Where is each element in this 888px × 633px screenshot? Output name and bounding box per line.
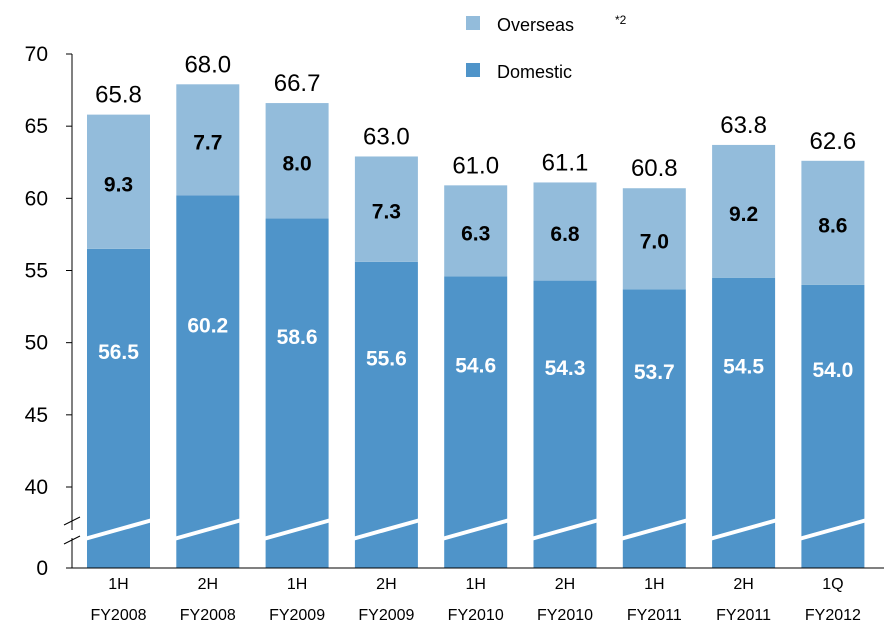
bar-domestic bbox=[622, 289, 686, 568]
y-tick-label: 60 bbox=[25, 187, 48, 210]
y-axis-break-mark bbox=[63, 516, 81, 526]
y-tick-label: 40 bbox=[25, 476, 48, 499]
overseas-value-label: 8.0 bbox=[282, 152, 311, 175]
domestic-value-label: 55.6 bbox=[366, 347, 407, 370]
category-label: FY2008 bbox=[180, 607, 236, 624]
bar-break-line bbox=[169, 517, 246, 542]
total-value-label: 60.8 bbox=[631, 155, 678, 182]
legend-swatch-overseas bbox=[466, 16, 480, 30]
total-value-label: 68.0 bbox=[184, 51, 231, 78]
bar-overseas bbox=[533, 182, 597, 281]
bar-domestic bbox=[354, 261, 418, 568]
overseas-value-label: 9.2 bbox=[729, 203, 758, 226]
bar-overseas bbox=[176, 84, 240, 196]
domestic-value-label: 53.7 bbox=[634, 361, 675, 384]
category-label: FY2011 bbox=[716, 607, 771, 624]
overseas-value-label: 8.6 bbox=[818, 214, 847, 237]
total-value-label: 62.6 bbox=[810, 128, 857, 155]
overseas-value-label: 7.3 bbox=[372, 201, 401, 224]
overseas-value-label: 6.3 bbox=[461, 222, 490, 245]
y-tick-label: 65 bbox=[25, 115, 48, 138]
bar-break-line bbox=[616, 517, 693, 542]
category-label: FY2010 bbox=[448, 607, 504, 624]
overseas-value-label: 7.0 bbox=[640, 230, 669, 253]
bar-domestic bbox=[712, 277, 776, 568]
axis-break-layer bbox=[80, 517, 871, 542]
y-tick-label: 70 bbox=[25, 43, 48, 66]
y-tick-label: 45 bbox=[25, 404, 48, 427]
domestic-value-label: 54.5 bbox=[723, 355, 764, 378]
y-tick-label: 55 bbox=[25, 260, 48, 283]
bar-overseas bbox=[801, 160, 865, 285]
bar-overseas bbox=[622, 188, 686, 290]
bar-domestic bbox=[801, 284, 865, 568]
total-value-label: 61.0 bbox=[452, 152, 499, 179]
category-label: 2H bbox=[555, 576, 575, 593]
bar-break-line bbox=[348, 517, 425, 542]
category-label: FY2009 bbox=[269, 607, 325, 624]
category-label: 2H bbox=[376, 576, 396, 593]
bar-domestic bbox=[176, 195, 240, 569]
labels-layer: 56.5 9.3 65.8 1H FY2008 60.2 7.7 68.0 2H FY2008 58… bbox=[90, 51, 861, 624]
category-label: 1Q bbox=[822, 576, 843, 593]
overseas-value-label: 6.8 bbox=[550, 223, 580, 246]
legend-swatch-domestic bbox=[466, 63, 480, 77]
category-label: FY2010 bbox=[537, 607, 593, 624]
overseas-value-label: 7.7 bbox=[193, 131, 222, 154]
category-label: FY2008 bbox=[90, 607, 146, 624]
bar-domestic bbox=[444, 276, 508, 568]
bar-domestic bbox=[265, 218, 329, 569]
bar-domestic bbox=[87, 248, 150, 568]
domestic-value-label: 58.6 bbox=[277, 326, 318, 349]
bar-domestic bbox=[533, 280, 597, 568]
bar-break-line bbox=[794, 517, 871, 542]
total-value-label: 63.0 bbox=[363, 123, 410, 150]
domestic-value-label: 56.5 bbox=[98, 341, 139, 364]
bar-break-line bbox=[259, 517, 336, 542]
bar-overseas bbox=[265, 103, 329, 219]
total-value-label: 61.1 bbox=[542, 149, 589, 176]
bar-overseas bbox=[712, 144, 776, 278]
category-label: 1H bbox=[465, 576, 485, 593]
bar-break-line bbox=[705, 517, 782, 542]
total-value-label: 63.8 bbox=[720, 112, 767, 139]
domestic-value-label: 54.6 bbox=[455, 355, 496, 378]
legend-label-overseas: Overseas bbox=[497, 15, 574, 35]
bar-overseas bbox=[444, 185, 508, 277]
y-tick-label: 50 bbox=[25, 332, 48, 355]
category-label: 2H bbox=[733, 576, 753, 593]
y-tick-label: 0 bbox=[36, 557, 48, 580]
domestic-value-label: 54.0 bbox=[812, 359, 853, 382]
category-label: 1H bbox=[644, 576, 664, 593]
bar-break-line bbox=[526, 517, 604, 542]
category-label: 1H bbox=[287, 576, 307, 593]
domestic-value-label: 54.3 bbox=[545, 357, 586, 380]
category-label: FY2012 bbox=[805, 607, 861, 624]
bar-break-line bbox=[437, 517, 514, 542]
overseas-value-label: 9.3 bbox=[104, 173, 133, 196]
category-label: FY2011 bbox=[627, 607, 682, 624]
domestic-value-label: 60.2 bbox=[187, 314, 228, 337]
bar-overseas bbox=[354, 156, 418, 262]
total-value-label: 66.7 bbox=[274, 70, 321, 97]
category-label: 2H bbox=[198, 576, 218, 593]
total-value-label: 65.8 bbox=[95, 82, 142, 109]
axes-layer: 70 65 60 55 50 45 40 0 bbox=[25, 43, 884, 580]
category-label: FY2009 bbox=[358, 607, 414, 624]
category-label: 1H bbox=[108, 576, 128, 593]
bar-overseas bbox=[87, 114, 150, 249]
legend: Overseas *2 Domestic bbox=[466, 13, 627, 82]
legend-label-domestic: Domestic bbox=[497, 62, 572, 82]
y-axis-break-mark bbox=[63, 535, 81, 545]
legend-superscript: *2 bbox=[615, 13, 627, 27]
bar-break-line bbox=[80, 517, 157, 542]
